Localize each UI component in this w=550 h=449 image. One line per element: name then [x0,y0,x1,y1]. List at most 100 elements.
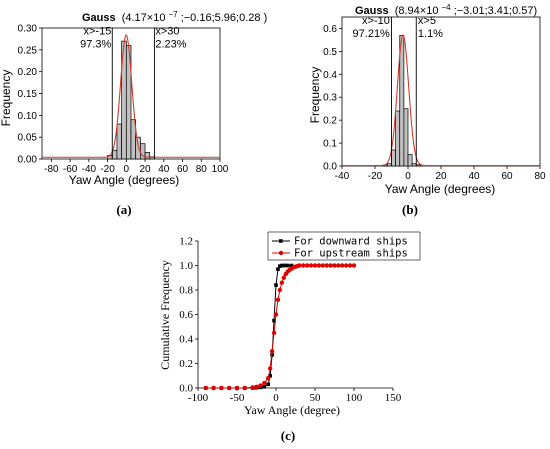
gaussian-fit-curve [42,34,220,158]
histogram-bar [387,163,392,167]
panel-a-xlabel: Yaw Angle (degrees) [69,173,180,187]
y-tick-label: 0.3 [323,93,337,104]
x-tick-label: 100 [212,164,229,175]
panel-a-fit-title: Gauss (4.17×10 −7 ;−0.16;5.96;0.28 ) [82,8,267,24]
data-point-upstream [328,263,333,268]
threshold-annotation: x>-15 [83,26,111,38]
series-line-2 [205,265,354,389]
panel-c-ylabel: Cumulative Frequency [158,260,172,370]
panel-b-fit-params: (8.94×10 [395,5,439,17]
panel-b-fit-title: Gauss (8.94×10 −4 ;−3.01;3.41;0.57) [355,1,537,17]
y-tick-label: 0.15 [18,89,38,100]
x-tick-label: 80 [196,164,208,175]
y-tick-label: 0.6 [179,309,193,321]
panel-a-fit-params: (4.17×10 [122,12,166,24]
data-point-downward [274,283,278,287]
panel-a-fit-exp: −7 [169,10,179,19]
panel-c-plot: -100 -50 0 50 100 150 0.0 0.2 0.4 0.6 0.8 1.0 1.2 For… [179,231,421,404]
x-tick-label: 0 [124,164,130,175]
threshold-annotation: x>-10 [362,15,390,27]
panel-b-ylabel: Frequency [308,67,322,124]
data-point-upstream [277,287,283,293]
histogram-bar [391,149,396,167]
data-point-upstream [211,385,216,391]
data-point-upstream [267,366,273,371]
y-tick-label: 0.25 [18,45,38,56]
x-tick-label: 100 [346,392,363,404]
threshold-annotation: x>30 [155,26,179,38]
data-point-downward [283,263,288,268]
data-point-upstream [347,263,353,268]
data-point-upstream [273,312,279,317]
y-tick-label: 1.2 [179,236,193,248]
legend-box [267,231,421,261]
panel-b-fit-exp: −4 [442,3,452,12]
x-tick-label: 50 [310,392,322,404]
data-point-upstream [262,380,267,386]
x-tick-label: 40 [468,171,480,182]
data-point-upstream [269,349,275,354]
histogram-bar [415,164,421,167]
histogram-bar [403,108,409,167]
data-point-upstream [242,385,247,391]
x-tick-label: 60 [177,164,189,175]
data-point-upstream [324,263,329,268]
data-point-downward [285,263,290,268]
histogram-bar [144,152,151,160]
y-tick-label: 0.20 [18,67,38,78]
data-point-upstream [301,263,306,268]
legend-label: For upstream ships [294,248,408,260]
x-tick-label: 80 [534,171,546,182]
panel-c: -100 -50 0 50 100 150 0.0 0.2 0.4 0.6 0.8 1.0 1.2 For… [158,231,421,443]
data-point-upstream [234,385,240,391]
y-tick-label: 0.0 [179,383,193,395]
data-point-upstream [320,263,325,268]
data-point-upstream [250,385,255,390]
y-tick-label: 0.8 [179,285,193,297]
threshold-percentage: 97.21% [353,28,391,40]
y-tick-label: 0.6 [323,24,337,35]
histogram-bar [116,123,122,160]
y-tick-label: 1.0 [179,260,193,272]
x-tick-label: 60 [501,171,513,182]
x-tick-label: 20 [435,171,447,182]
panel-a-fit-name: Gauss [82,12,116,24]
x-tick-label: 0 [405,171,411,182]
legend-marker-square [279,239,283,243]
data-point-downward [272,318,276,323]
y-tick-label: 0.2 [179,358,193,370]
panel-a: Gauss (4.17×10 −7 ;−0.16;5.96;0.28 ) -80… [0,8,267,217]
histogram-bar [395,110,401,167]
data-point-upstream [351,263,357,268]
data-point-upstream [203,385,208,391]
panel-b-plot: -40 -20 0 20 40 60 80 0.0 0.1 0.2 0.3 0.4 0.5 0.6 x>-1… [323,15,546,182]
data-point-upstream [344,263,349,268]
legend-label: For downward ships [294,236,408,248]
threshold-percentage: 2.23% [155,39,186,51]
x-tick-label: -60 [63,164,78,175]
x-tick-label: -100 [188,392,209,404]
panel-c-label: (c) [281,428,295,443]
data-point-downward [280,263,284,268]
data-point-upstream [219,385,224,391]
data-point-upstream [297,263,302,268]
data-point-upstream [312,263,318,268]
x-tick-label: -20 [100,164,115,175]
histogram-bar [111,149,118,160]
histogram-bar [399,34,405,167]
histogram-bar [411,163,417,167]
data-point-upstream [271,330,277,336]
gaussian-fit-curve [342,34,540,167]
x-tick-label: 40 [158,164,170,175]
x-tick-label: 150 [385,392,402,404]
panel-b-fit-name: Gauss [355,5,389,17]
x-tick-label: -20 [368,171,383,182]
data-point-upstream [258,383,263,388]
data-point-upstream [279,280,285,285]
data-point-downward [266,382,270,387]
panel-a-plot: -80 -60 -40 -20 0 20 40 60 80 100 0.00 0.05 0.10 0.15… [18,24,229,176]
panel-b-fit-rest: ;−3.01;3.41;0.57) [454,5,537,17]
data-point-upstream [275,297,281,302]
histogram-bar [407,154,413,167]
